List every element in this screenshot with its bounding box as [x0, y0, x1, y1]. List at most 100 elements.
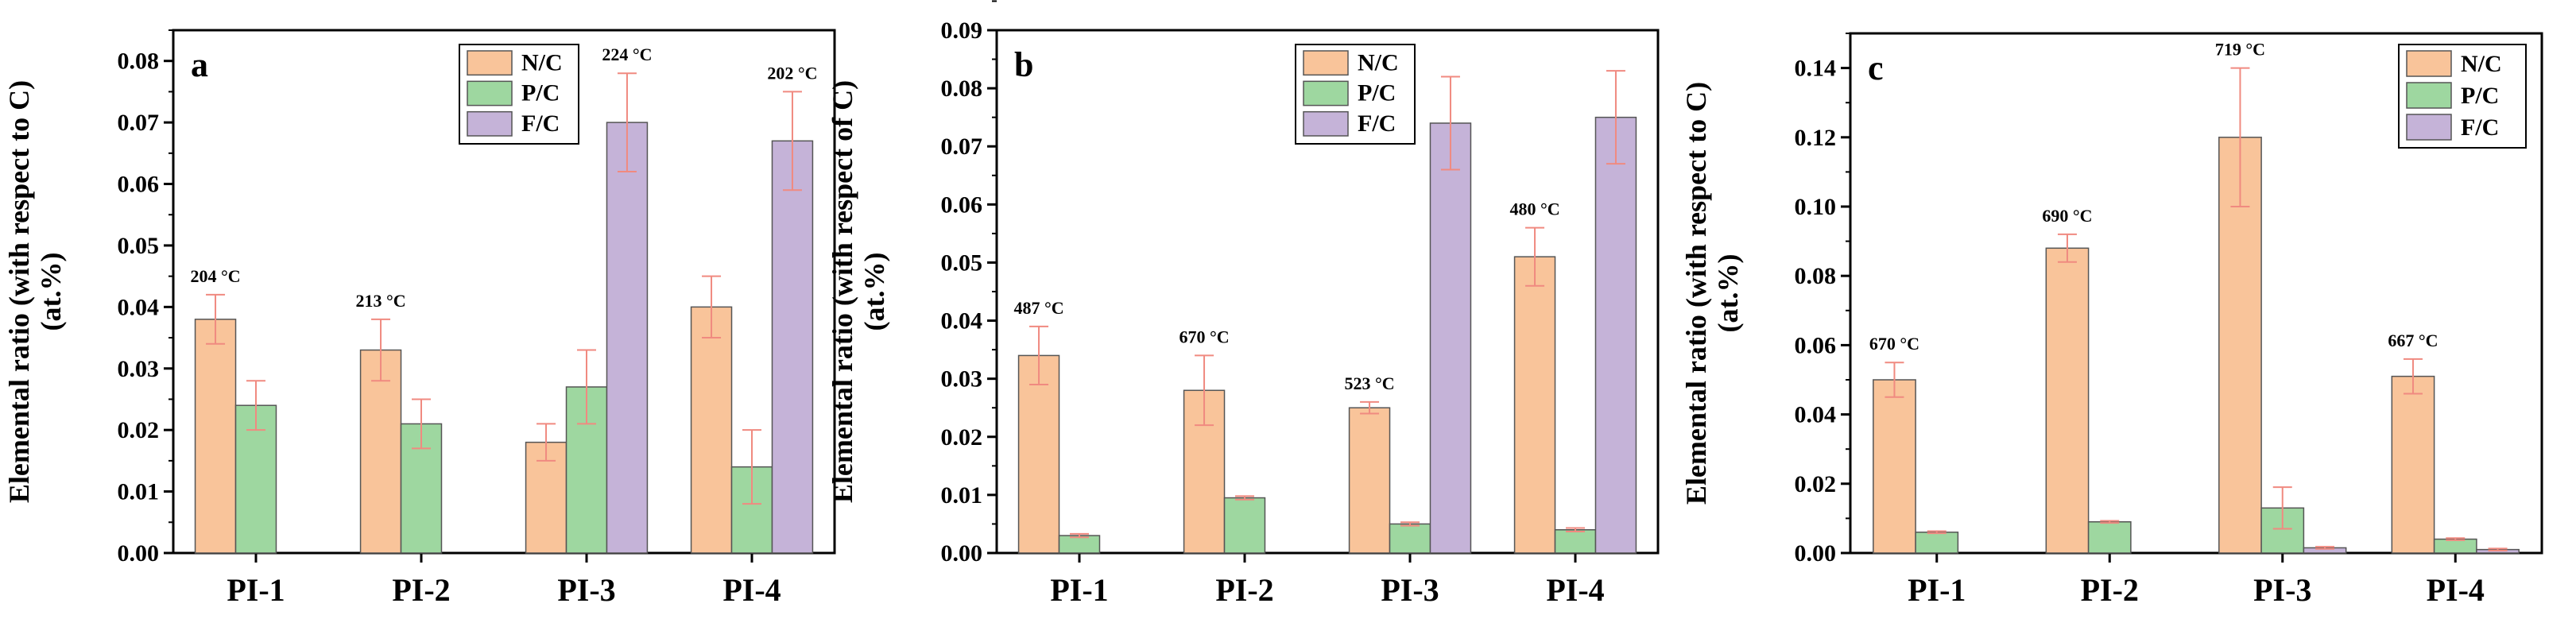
bar-pc-pi-2 — [2087, 521, 2132, 554]
y-tick-label: 0.01 — [118, 479, 160, 505]
legend-label: F/C — [2461, 114, 2499, 141]
plot-frame — [1849, 32, 2543, 555]
temperature-annotation: 670 °C — [1179, 327, 1229, 346]
y-tick-label: 0.04 — [118, 294, 160, 320]
bar-nc-pi-1 — [194, 319, 237, 554]
y-tick-label: 0.08 — [941, 75, 983, 102]
legend-swatch — [1303, 110, 1349, 137]
y-axis-label-unit: (at.%) — [1712, 254, 1744, 333]
x-tick-label: PI-2 — [392, 572, 450, 608]
bar-pc-pi-4 — [2433, 538, 2477, 554]
y-tick-label: 0.00 — [1795, 540, 1837, 567]
y-tick-label: 0.12 — [1795, 125, 1837, 151]
bar-nc-pi-4 — [2391, 375, 2435, 554]
legend-swatch — [467, 80, 513, 106]
y-tick-label: 0.02 — [118, 417, 160, 443]
y-tick-label: 0.01 — [941, 482, 983, 509]
legend-swatch — [2406, 50, 2452, 77]
chart-panel-c: 0.00 0.02 0.04 0.06 0.08 0.10 0.12 0.14 Elementa… — [1680, 32, 2543, 608]
y-tick-label: 0.04 — [941, 308, 983, 335]
legend-swatch — [467, 50, 513, 76]
temperature-annotation: 213 °C — [355, 291, 405, 311]
legend-swatch — [1303, 50, 1349, 76]
x-tick-label: PI-3 — [1381, 572, 1439, 608]
x-tick-label: PI-1 — [227, 572, 285, 608]
bar-pc-pi-1 — [1915, 532, 1959, 554]
y-tick-label: 0.08 — [118, 48, 160, 75]
bar-pc-pi-4 — [1554, 529, 1597, 554]
bar-pc-pi-3 — [1389, 523, 1431, 554]
y-axis-label-unit: (at.%) — [35, 253, 67, 331]
bar-nc-pi-3 — [1348, 407, 1391, 554]
y-axis-label: Elemental ratio (with respect to C) — [3, 80, 35, 503]
x-tick-label: PI-2 — [2081, 572, 2139, 608]
bar-nc-pi-4 — [1513, 256, 1556, 554]
bar-fc-pi-4 — [1594, 116, 1637, 554]
temperature-annotation: 224 °C — [602, 44, 652, 64]
bar-nc-pi-2 — [359, 349, 402, 554]
bar-nc-pi-1 — [1873, 379, 1916, 554]
y-tick-label: 0.05 — [941, 249, 983, 276]
y-tick-label: 0.05 — [118, 233, 160, 259]
legend-swatch — [467, 110, 513, 137]
y-tick-label: 0.00 — [118, 540, 160, 567]
y-tick-label: 0.07 — [118, 110, 160, 136]
bar-pc-pi-1 — [1058, 535, 1101, 554]
temperature-annotation: 202 °C — [767, 63, 817, 83]
y-tick-label: 0.04 — [1795, 402, 1837, 428]
temperature-annotation: 487 °C — [1013, 298, 1063, 318]
legend-swatch — [1303, 80, 1349, 106]
temperature-annotation: 719 °C — [2215, 40, 2265, 60]
y-tick-label: 0.07 — [941, 133, 983, 160]
chart-panel-b: 0.00 0.01 0.02 0.03 0.04 0.05 0.06 0.07 0.08 0.09… — [827, 0, 1660, 608]
y-tick-label: 0.09 — [941, 17, 983, 44]
legend-label: N/C — [2461, 51, 2502, 77]
y-tick-label: 0.08 — [1795, 263, 1837, 289]
y-tick-label: 0.03 — [118, 356, 160, 382]
x-tick-label: PI-4 — [722, 572, 781, 608]
chart-panel-a: 0.00 0.01 0.02 0.03 0.04 0.05 0.06 0.07 0.08 Elem… — [3, 29, 836, 608]
y-tick-label: 0.02 — [941, 424, 983, 451]
temperature-annotation: 690 °C — [2042, 206, 2092, 226]
y-tick-label: 0.02 — [1795, 471, 1837, 497]
y-tick-label: 0.06 — [1795, 332, 1837, 358]
x-tick-label: PI-3 — [2253, 572, 2311, 608]
bar-fc-pi-3 — [606, 122, 649, 554]
y-tick-label: 0.03 — [941, 366, 983, 393]
bar-nc-pi-1 — [1017, 354, 1060, 554]
temperature-annotation: 670 °C — [1869, 334, 1919, 354]
legend-swatch — [2406, 114, 2452, 141]
y-tick-label: 0.14 — [1795, 56, 1837, 82]
panel-letter: a — [191, 45, 208, 84]
temperature-annotation: 480 °C — [1509, 199, 1559, 219]
legend-label: P/C — [1358, 80, 1396, 106]
temperature-annotation: 204 °C — [190, 266, 240, 286]
legend-label: F/C — [1358, 110, 1396, 137]
panel-letter: c — [1868, 48, 1884, 87]
y-tick-label: 0.06 — [941, 191, 983, 218]
x-tick-label: PI-3 — [557, 572, 615, 608]
temperature-annotation: 667 °C — [2388, 331, 2438, 350]
x-tick-label: PI-1 — [1050, 572, 1108, 608]
legend-label: N/C — [521, 49, 563, 75]
y-axis-label: Elemental ratio (with respect to C) — [1680, 82, 1712, 505]
x-tick-label: PI-2 — [1215, 572, 1273, 608]
y-axis-label: Elemental ratio (with respect of C) — [827, 80, 858, 503]
legend-label: P/C — [2461, 83, 2499, 109]
bar-fc-pi-3 — [1429, 122, 1472, 554]
x-tick-label: PI-4 — [1546, 572, 1604, 608]
temperature-annotation: 523 °C — [1344, 373, 1394, 393]
legend-swatch — [2406, 82, 2452, 109]
legend-label: F/C — [521, 110, 560, 137]
bar-nc-pi-2 — [2045, 247, 2090, 554]
panel-letter: b — [1014, 45, 1033, 84]
y-tick-label: 0.00 — [941, 540, 983, 567]
bar-nc-pi-4 — [690, 306, 733, 554]
legend-label: P/C — [521, 80, 560, 106]
plot-frame — [172, 29, 836, 555]
y-axis-label-unit: (at.%) — [858, 253, 890, 331]
legend-label: N/C — [1358, 49, 1399, 75]
y-tick-label: 0.10 — [1795, 194, 1837, 220]
bar-pc-pi-2 — [1223, 497, 1266, 554]
